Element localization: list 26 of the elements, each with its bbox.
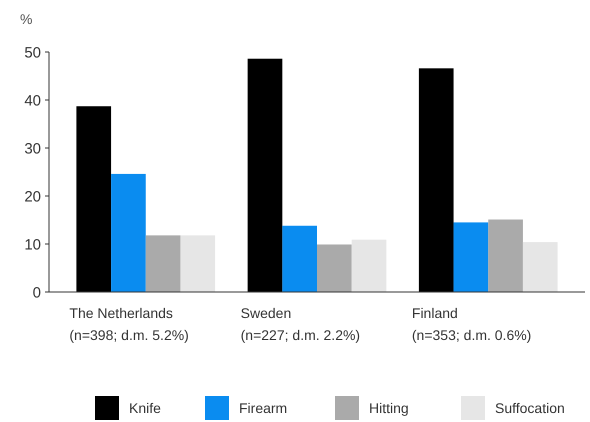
y-tick-label: 0	[32, 284, 41, 302]
bar	[488, 220, 523, 292]
legend-label: Knife	[129, 400, 162, 416]
y-tick-label: 40	[24, 92, 41, 110]
y-tick-label: 30	[24, 140, 41, 158]
y-axis-title: %	[20, 11, 32, 27]
bar	[418, 68, 454, 292]
bar	[248, 58, 282, 292]
legend-label: Hitting	[369, 400, 409, 416]
bar	[522, 242, 558, 292]
bar	[317, 244, 352, 292]
legend-label: Firearm	[239, 400, 288, 416]
bar	[111, 174, 146, 292]
y-tick-label: 50	[24, 44, 41, 62]
bar	[146, 235, 180, 292]
legend-label: Suffocation	[495, 400, 565, 416]
bar	[282, 226, 317, 292]
x-tick-label: Finland (n=353; d.m. 0.6%)	[412, 305, 532, 343]
y-tick-label: 20	[24, 188, 41, 206]
bar	[454, 222, 488, 292]
x-tick-label: The Netherlands (n=398; d.m. 5.2%)	[69, 305, 189, 343]
bar	[180, 235, 216, 292]
y-tick-label: 10	[24, 236, 41, 254]
bar	[76, 106, 112, 292]
x-tick-label: Sweden (n=227; d.m. 2.2%)	[240, 305, 360, 343]
bar	[352, 240, 386, 292]
